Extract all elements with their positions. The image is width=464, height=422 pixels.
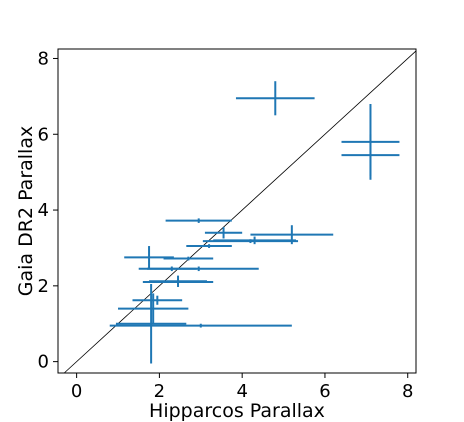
x-tick-label: 0 — [71, 381, 82, 402]
data-point — [186, 244, 232, 248]
data-point — [115, 283, 187, 364]
y-tick-label: 2 — [38, 276, 49, 297]
x-tick-label: 8 — [402, 381, 413, 402]
y-tick-label: 8 — [38, 48, 49, 69]
data-point — [163, 256, 214, 261]
plot-frame — [57, 48, 417, 374]
data-point — [142, 279, 214, 285]
data-point — [109, 323, 292, 328]
data-point — [124, 246, 174, 269]
data-point — [138, 266, 259, 272]
data-point — [204, 227, 243, 239]
data-point — [118, 293, 189, 324]
x-tick-label: 6 — [319, 381, 330, 402]
y-axis-title: Gaia DR2 Parallax — [15, 126, 37, 296]
y-tick-label: 4 — [38, 200, 49, 221]
error-bar-layer — [109, 81, 400, 364]
y-tick-label: 0 — [38, 352, 49, 373]
data-point — [202, 239, 299, 244]
data-point — [341, 134, 400, 176]
x-axis: 0 2 4 6 8 — [71, 373, 413, 402]
data-point — [132, 295, 183, 305]
y-axis: 0 2 4 6 8 — [38, 48, 58, 373]
x-tick-label: 2 — [154, 381, 165, 402]
y-tick-label: 6 — [38, 124, 49, 145]
identity-line — [63, 50, 417, 374]
reference-line-layer — [63, 50, 417, 374]
data-point — [165, 218, 232, 223]
x-axis-title: Hipparcos Parallax — [149, 400, 325, 422]
x-tick-label: 4 — [236, 381, 247, 402]
data-point — [235, 81, 315, 116]
